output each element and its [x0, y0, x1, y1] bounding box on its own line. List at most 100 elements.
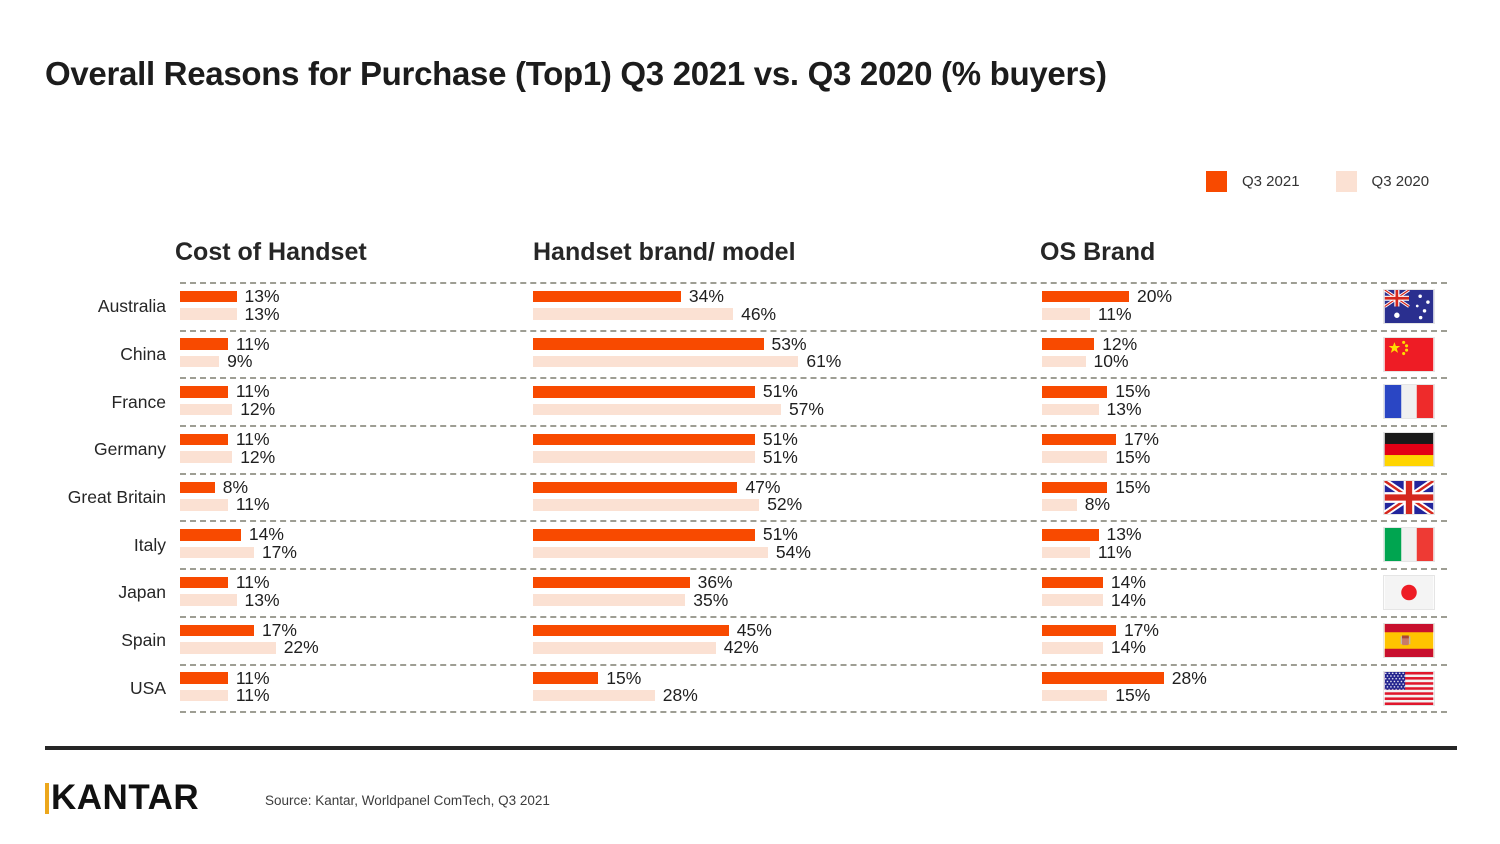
kantar-logo-text: KANTAR — [51, 778, 200, 817]
bar-q3-2021 — [533, 433, 755, 446]
bar-row: 20% — [1042, 286, 1172, 306]
bar-row: 15% — [533, 668, 641, 688]
bar-row: 11% — [1042, 542, 1132, 562]
bar-row: 61% — [533, 351, 841, 371]
bar-row: 11% — [1042, 304, 1132, 324]
value-label: 13% — [244, 286, 280, 306]
bar-row: 12% — [180, 447, 275, 467]
bar-q3-2021 — [1042, 386, 1108, 398]
value-label: 51% — [762, 429, 798, 450]
value-label: 42% — [723, 637, 759, 658]
value-label: 13% — [244, 303, 280, 324]
bar-q3-2021 — [533, 624, 729, 637]
bar-row: 28% — [1042, 668, 1207, 688]
value-label: 13% — [244, 589, 280, 610]
chart-row-australia: Australia 13% 13% 34% 46% 20% 11% — [0, 282, 1500, 331]
bar-q3-2020 — [1042, 546, 1090, 559]
footer-divider — [45, 746, 1457, 750]
legend-label: Q3 2021 — [1242, 173, 1300, 190]
column-header-cost-of-handset: Cost of Handset — [175, 238, 367, 266]
bar-q3-2021 — [180, 433, 228, 446]
value-label: 11% — [235, 572, 270, 593]
bar-row: 34% — [533, 286, 724, 306]
column-header-handset-brand-model: Handset brand/ model — [533, 238, 796, 266]
bar-q3-2020 — [180, 546, 254, 559]
bar-q3-2021 — [533, 338, 764, 350]
bar-row: 14% — [1042, 590, 1146, 610]
value-label: 45% — [736, 619, 772, 640]
value-label: 11% — [1097, 303, 1132, 324]
bar-row: 15% — [1042, 381, 1150, 401]
bar-row: 15% — [1042, 477, 1150, 497]
value-label: 15% — [606, 667, 642, 688]
value-label: 28% — [1171, 667, 1207, 688]
bar-q3-2020 — [533, 594, 686, 606]
bar-q3-2020 — [180, 642, 276, 654]
value-label: 11% — [235, 685, 270, 705]
value-label: 14% — [248, 524, 284, 545]
value-label: 11% — [1097, 541, 1132, 562]
bar-q3-2020 — [533, 546, 768, 559]
value-label: 20% — [1137, 286, 1173, 306]
flag-france-icon — [1383, 384, 1435, 420]
bar-row: 13% — [1042, 524, 1142, 544]
bar-q3-2020 — [180, 689, 228, 702]
bar-q3-2020 — [180, 308, 237, 320]
chart-row-italy: Italy 14% 17% 51% 54% 13% 11% — [0, 520, 1500, 569]
bar-row: 14% — [1042, 572, 1146, 592]
bar-q3-2021 — [1042, 481, 1108, 493]
value-label: 46% — [741, 303, 777, 324]
chart-row-japan: Japan 11% 13% 36% 35% 14% 14% — [0, 568, 1500, 617]
flag-spain-icon — [1383, 622, 1435, 658]
bar-row: 47% — [533, 477, 780, 497]
bar-row: 45% — [533, 620, 772, 640]
value-label: 10% — [1093, 351, 1129, 372]
value-label: 53% — [771, 333, 807, 354]
row-separator — [180, 711, 1447, 714]
bar-q3-2020 — [533, 642, 716, 654]
value-label: 34% — [688, 286, 724, 306]
flag-italy-icon — [1383, 527, 1435, 563]
country-label: Italy — [133, 534, 166, 555]
bar-q3-2021 — [1042, 433, 1116, 446]
bar-row: 11% — [180, 381, 270, 401]
bar-q3-2021 — [1042, 624, 1116, 637]
value-label: 8% — [1084, 494, 1111, 515]
bar-q3-2021 — [180, 386, 228, 398]
value-label: 11% — [235, 429, 270, 450]
bar-row: 9% — [180, 351, 252, 371]
country-label: China — [120, 344, 166, 365]
value-label: 51% — [762, 524, 798, 545]
bar-q3-2021 — [533, 386, 755, 398]
row-separator — [180, 520, 1447, 523]
row-separator — [180, 377, 1447, 380]
value-label: 15% — [1115, 446, 1151, 467]
bar-row: 13% — [180, 590, 280, 610]
value-label: 11% — [235, 494, 270, 515]
value-label: 11% — [235, 333, 270, 354]
value-label: 9% — [227, 351, 253, 372]
value-label: 54% — [775, 541, 811, 562]
value-label: 13% — [1106, 398, 1142, 419]
bar-row: 11% — [180, 685, 270, 705]
row-separator — [180, 615, 1447, 618]
value-label: 13% — [1106, 524, 1142, 545]
bar-row: 13% — [1042, 399, 1142, 419]
bar-q3-2021 — [533, 672, 599, 684]
value-label: 47% — [745, 476, 781, 497]
bar-row: 51% — [533, 447, 798, 467]
country-label: Japan — [118, 582, 166, 603]
legend-label: Q3 2020 — [1371, 173, 1430, 190]
bar-q3-2021 — [180, 672, 228, 684]
row-separator — [180, 472, 1447, 475]
value-label: 28% — [662, 685, 698, 705]
bar-q3-2020 — [1042, 451, 1108, 463]
value-label: 36% — [697, 572, 733, 593]
legend-item-q3-2021: Q3 2021 — [1206, 171, 1300, 192]
value-label: 61% — [806, 351, 842, 372]
page-title: Overall Reasons for Purchase (Top1) Q3 2… — [45, 55, 1107, 92]
bar-row: 17% — [1042, 429, 1159, 449]
bar-q3-2021 — [533, 481, 738, 493]
source-note: Source: Kantar, Worldpanel ComTech, Q3 2… — [265, 793, 550, 808]
